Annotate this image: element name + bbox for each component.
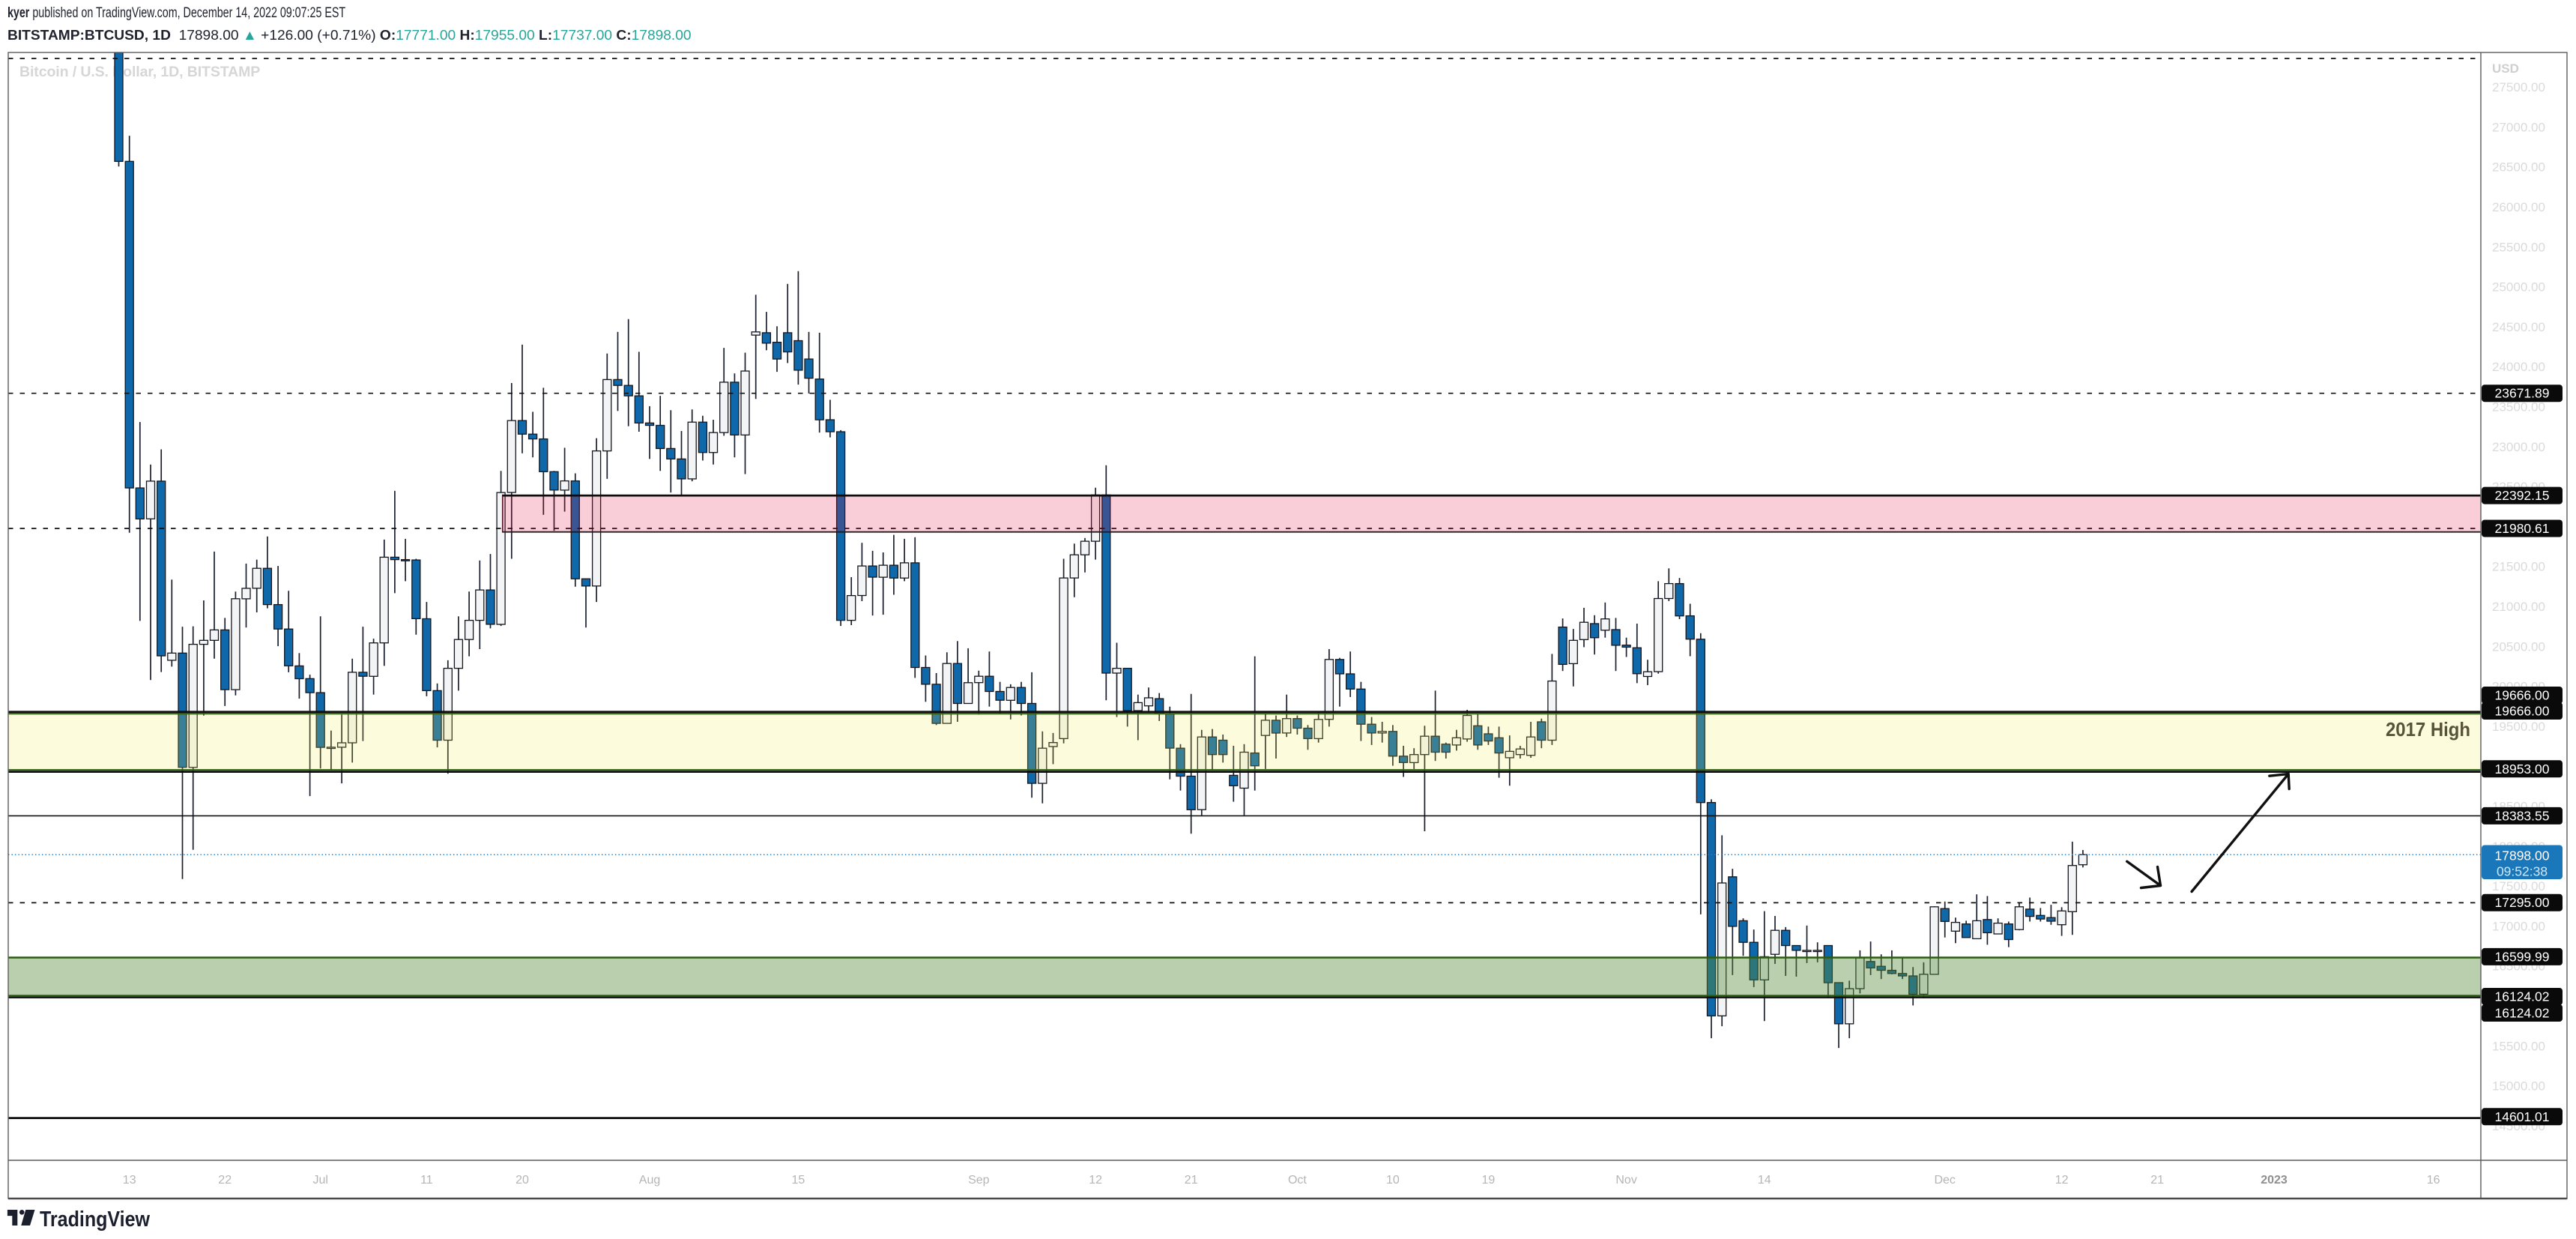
svg-text:2023: 2023 (2261, 1174, 2288, 1187)
svg-text:14601.01: 14601.01 (2495, 1109, 2550, 1124)
svg-text:21980.61: 21980.61 (2495, 521, 2550, 536)
svg-text:Sep: Sep (968, 1174, 990, 1187)
svg-text:17295.00: 17295.00 (2495, 895, 2550, 910)
svg-text:24500.00: 24500.00 (2492, 320, 2545, 334)
svg-text:Nov: Nov (1615, 1174, 1636, 1187)
svg-text:27500.00: 27500.00 (2492, 80, 2545, 94)
svg-text:13: 13 (123, 1174, 136, 1187)
svg-text:22392.15: 22392.15 (2495, 488, 2550, 503)
svg-text:18383.55: 18383.55 (2495, 808, 2550, 823)
svg-text:15000.00: 15000.00 (2492, 1079, 2545, 1094)
svg-text:10: 10 (1386, 1174, 1400, 1187)
svg-text:14: 14 (1758, 1174, 1771, 1187)
svg-text:22: 22 (218, 1174, 232, 1187)
svg-text:20: 20 (515, 1174, 529, 1187)
svg-text:17898.00: 17898.00 (2495, 848, 2550, 863)
svg-text:19: 19 (1482, 1174, 1496, 1187)
svg-text:Dec: Dec (1934, 1174, 1955, 1187)
svg-text:Aug: Aug (639, 1174, 660, 1187)
svg-text:23500.00: 23500.00 (2492, 400, 2545, 414)
svg-text:15: 15 (792, 1174, 805, 1187)
svg-text:23000.00: 23000.00 (2492, 440, 2545, 454)
svg-text:16124.02: 16124.02 (2495, 1006, 2550, 1021)
svg-text:21000.00: 21000.00 (2492, 600, 2545, 614)
svg-text:21: 21 (1185, 1174, 1198, 1187)
svg-text:24000.00: 24000.00 (2492, 360, 2545, 374)
svg-text:26000.00: 26000.00 (2492, 200, 2545, 214)
svg-text:19666.00: 19666.00 (2495, 688, 2550, 703)
svg-text:25000.00: 25000.00 (2492, 280, 2545, 295)
svg-text:25500.00: 25500.00 (2492, 240, 2545, 254)
svg-text:16599.99: 16599.99 (2495, 949, 2550, 964)
svg-text:12: 12 (2055, 1174, 2069, 1187)
svg-text:USD: USD (2492, 61, 2519, 76)
svg-text:TradingView: TradingView (40, 1208, 151, 1232)
svg-text:Oct: Oct (1288, 1174, 1307, 1187)
svg-text:23671.89: 23671.89 (2495, 386, 2550, 401)
svg-text:09:52:38: 09:52:38 (2497, 864, 2548, 879)
svg-text:12: 12 (1089, 1174, 1102, 1187)
svg-text:Bitcoin / U.S. Dollar, 1D, BIT: Bitcoin / U.S. Dollar, 1D, BITSTAMP (19, 64, 260, 80)
svg-text:27000.00: 27000.00 (2492, 120, 2545, 134)
svg-text:18953.00: 18953.00 (2495, 762, 2550, 777)
svg-text:15500.00: 15500.00 (2492, 1039, 2545, 1053)
svg-text:20500.00: 20500.00 (2492, 639, 2545, 654)
svg-text:2017 High: 2017 High (2386, 718, 2470, 741)
svg-text:19666.00: 19666.00 (2495, 704, 2550, 719)
svg-text:19500.00: 19500.00 (2492, 720, 2545, 734)
svg-text:17000.00: 17000.00 (2492, 919, 2545, 933)
svg-text:26500.00: 26500.00 (2492, 160, 2545, 175)
svg-text:17500.00: 17500.00 (2492, 879, 2545, 893)
svg-text:16124.02: 16124.02 (2495, 989, 2550, 1004)
svg-text:16: 16 (2427, 1174, 2440, 1187)
svg-text:Jul: Jul (312, 1174, 327, 1187)
svg-text:11: 11 (420, 1174, 433, 1187)
svg-text:21500.00: 21500.00 (2492, 560, 2545, 574)
svg-text:21: 21 (2150, 1174, 2164, 1187)
